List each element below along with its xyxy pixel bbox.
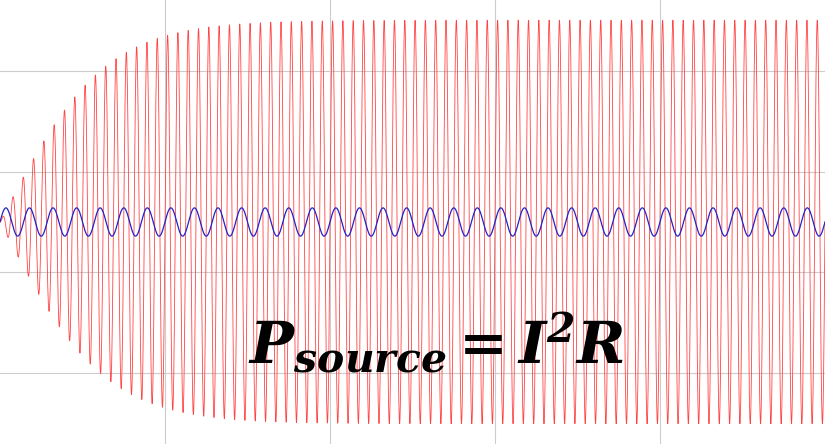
Text: $\bfit{P}_{\bfit{source}} = \bfit{I}^2\bfit{R}$: $\bfit{P}_{\bfit{source}} = \bfit{I}^2\b… (248, 311, 624, 376)
